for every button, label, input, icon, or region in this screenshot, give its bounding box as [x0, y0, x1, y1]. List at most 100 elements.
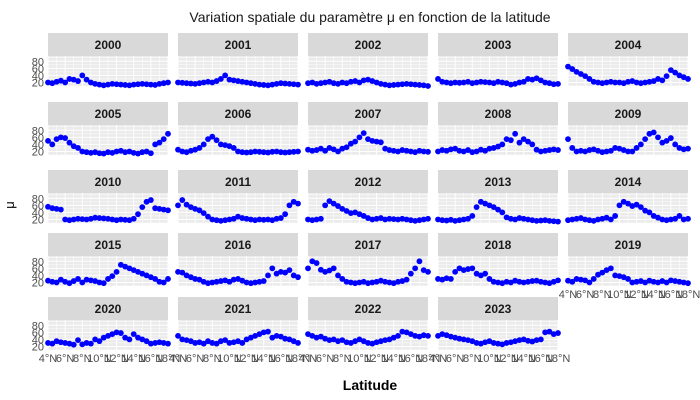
facet-strip: [178, 33, 298, 56]
data-point: [676, 213, 683, 219]
data-point: [309, 217, 316, 224]
data-point: [573, 215, 580, 222]
x-tick-label: 18°N: [416, 353, 441, 365]
x-tick-label: 16°N: [529, 353, 554, 365]
data-point: [412, 81, 419, 88]
data-point: [235, 148, 241, 155]
x-tick-label: 10°N: [607, 289, 632, 301]
data-point: [247, 80, 254, 87]
data-point: [373, 215, 380, 222]
data-point: [460, 336, 467, 343]
data-point: [260, 149, 267, 156]
data-point: [469, 265, 476, 272]
data-point: [130, 81, 137, 88]
data-point: [179, 79, 186, 86]
data-point: [192, 80, 199, 87]
data-point: [650, 129, 657, 136]
data-point: [347, 279, 354, 286]
data-point: [196, 207, 203, 214]
facet-strip: [438, 170, 558, 193]
data-point: [542, 217, 549, 224]
data-point: [663, 73, 670, 80]
x-tick-label: 6°N: [316, 353, 335, 365]
data-point: [473, 204, 480, 211]
data-point: [555, 80, 561, 87]
data-point: [685, 280, 691, 287]
data-point: [139, 204, 146, 211]
data-point: [57, 134, 64, 141]
data-point: [390, 82, 397, 88]
data-point: [282, 211, 289, 218]
data-point: [603, 148, 610, 155]
data-point: [160, 80, 167, 87]
data-point: [265, 82, 271, 89]
x-tick-label: 6°N: [56, 353, 75, 365]
data-point: [469, 80, 476, 87]
data-point: [160, 279, 167, 286]
data-point: [160, 136, 167, 143]
data-point: [295, 200, 301, 207]
x-tick-label: 8°N: [463, 353, 482, 365]
data-point: [277, 268, 284, 275]
data-point: [637, 80, 644, 87]
data-point: [537, 278, 544, 285]
data-point: [386, 82, 393, 89]
data-point: [179, 336, 186, 343]
data-point: [147, 81, 154, 88]
data-point: [75, 276, 81, 282]
data-point: [550, 81, 557, 88]
data-point: [213, 137, 220, 144]
data-point: [407, 270, 414, 277]
data-point: [256, 81, 263, 88]
x-tick-label: 4°N: [299, 353, 318, 365]
data-point: [425, 332, 431, 339]
data-point: [105, 81, 111, 88]
data-point: [305, 265, 311, 272]
data-point: [183, 201, 190, 208]
data-point: [525, 278, 531, 285]
data-point: [222, 72, 229, 79]
x-tick-label: 6°N: [186, 353, 205, 365]
data-point: [239, 215, 246, 221]
y-tick-label: 40: [32, 70, 44, 82]
data-point: [165, 130, 171, 137]
data-point: [330, 265, 337, 272]
x-tick-label: 18°N: [676, 289, 700, 301]
data-point: [356, 134, 363, 141]
data-point: [277, 333, 284, 340]
data-point: [156, 278, 163, 285]
data-point: [286, 80, 293, 87]
data-point: [317, 80, 324, 87]
data-point: [126, 82, 133, 89]
facet-strip-label: 2013: [485, 175, 512, 189]
data-point: [482, 270, 489, 277]
data-point: [352, 280, 359, 287]
data-point: [629, 148, 636, 155]
data-point: [680, 279, 687, 286]
data-point: [460, 79, 467, 86]
data-point: [395, 81, 401, 88]
facet-strip: [438, 102, 558, 125]
data-point: [230, 77, 237, 84]
data-point: [205, 78, 211, 85]
data-point: [200, 79, 207, 86]
data-point: [57, 339, 64, 346]
data-point: [230, 276, 237, 283]
data-point: [569, 216, 576, 223]
data-point: [117, 81, 124, 88]
data-point: [365, 280, 371, 287]
data-point: [347, 140, 354, 147]
data-point: [607, 216, 614, 223]
data-point: [326, 337, 333, 344]
data-point: [672, 141, 679, 148]
data-point: [45, 340, 51, 346]
data-point: [165, 340, 171, 347]
data-point: [399, 81, 406, 88]
data-point: [239, 149, 246, 156]
data-point: [265, 272, 271, 279]
y-tick-label: 80: [32, 193, 44, 205]
data-point: [525, 216, 531, 223]
facet-strip-label: 2005: [95, 107, 122, 121]
